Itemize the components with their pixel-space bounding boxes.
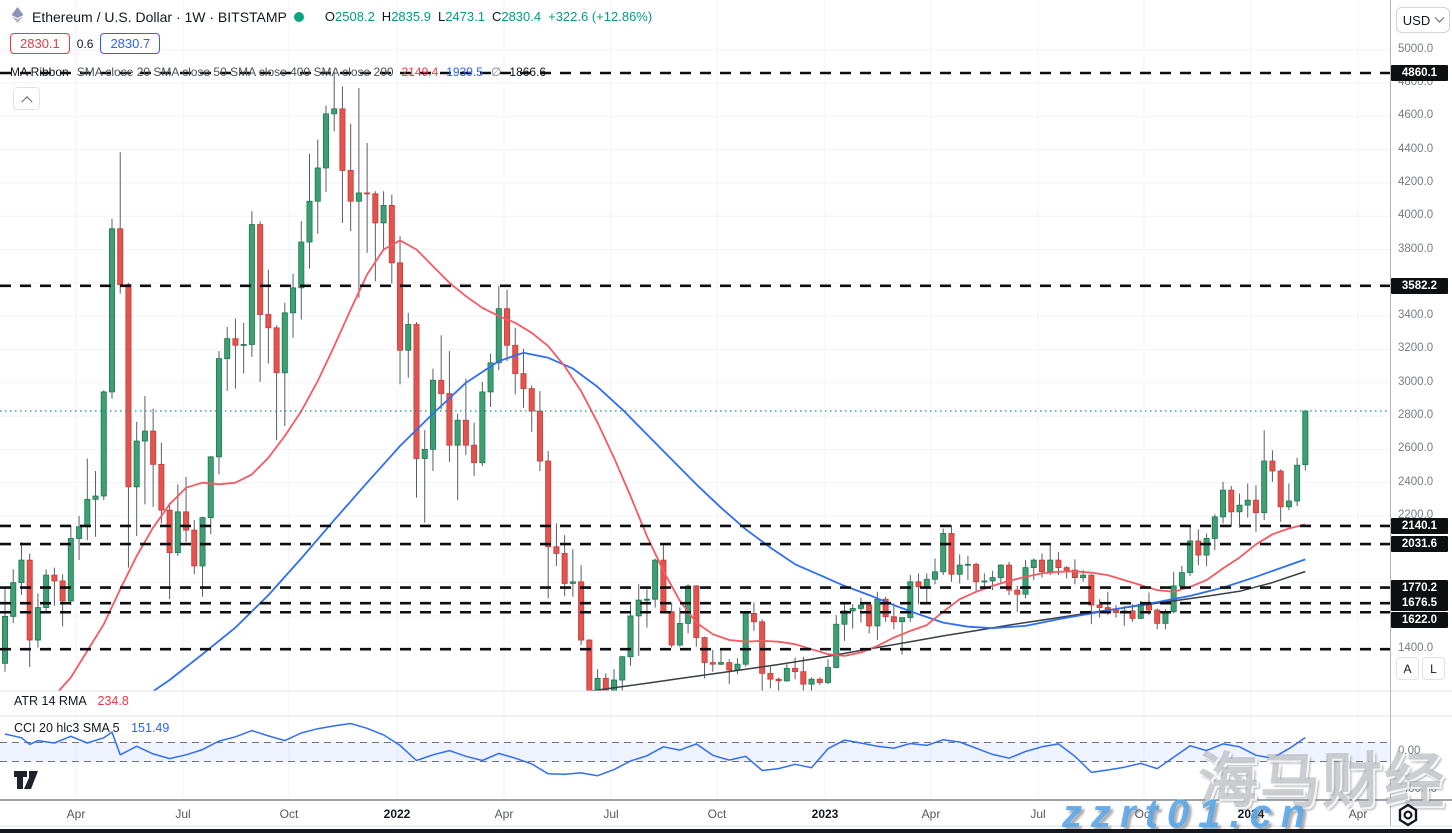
log-scale-button[interactable]: L	[1422, 657, 1445, 680]
price-tick: 4000.0	[1398, 209, 1434, 222]
chevron-up-icon	[20, 95, 33, 107]
cci-indicator-legend[interactable]: CCI 20 hlc3 SMA 5 151.49	[14, 721, 169, 735]
time-label: Apr	[66, 807, 86, 821]
time-label: Apr	[921, 807, 941, 821]
ma-ribbon-params: SMA close 20 SMA close 50 SMA close 400 …	[76, 65, 394, 79]
ohlc-readout: O2508.2 H2835.9 L2473.1 C2830.4 +322.6 (…	[325, 9, 652, 24]
price-tick: 3200.0	[1398, 342, 1434, 355]
tradingview-logo[interactable]	[13, 770, 45, 795]
time-label-year: 2024	[1237, 807, 1265, 821]
price-tick: 3000.0	[1398, 375, 1434, 388]
time-label: Oct	[1134, 807, 1154, 821]
ethereum-icon	[10, 7, 25, 26]
sma20-value: 2149.4	[401, 65, 439, 79]
time-axis[interactable]: Apr Jul Oct 2022 Apr Jul Oct 2023 Apr Jul Oct 2024 A…	[0, 800, 1452, 829]
auto-scale-button[interactable]: A	[1396, 657, 1419, 680]
open-label: O	[324, 9, 336, 24]
spread-value: 0.6	[76, 36, 94, 51]
price-tick: 2200.0	[1398, 508, 1434, 521]
time-label-year: 2023	[811, 807, 839, 821]
price-tick: 4400.0	[1398, 142, 1434, 155]
symbol-title[interactable]: Ethereum / U.S. Dollar · 1W · BITSTAMP	[32, 8, 287, 25]
low-value: 2473.1	[445, 9, 485, 24]
sma200-line	[586, 570, 1306, 691]
sma400-value: ∅	[490, 65, 502, 79]
symbol-legend: Ethereum / U.S. Dollar · 1W · BITSTAMP O…	[10, 7, 652, 26]
price-tick: 3400.0	[1398, 309, 1434, 322]
time-label: Jul	[603, 807, 619, 821]
chevron-down-icon	[1434, 12, 1445, 23]
currency-selector-button[interactable]: USD	[1396, 7, 1450, 33]
sma20-line	[57, 239, 1306, 691]
price-level-label: 3582.2	[1391, 278, 1448, 294]
time-label: Oct	[279, 807, 299, 821]
bottom-bar	[0, 829, 1452, 833]
ma-ribbon-title: MA Ribbon	[10, 65, 69, 79]
candlestick-series	[2, 71, 1309, 691]
price-tick: 2600.0	[1398, 442, 1434, 455]
time-label: Apr	[1348, 807, 1368, 821]
cci-label-text: CCI 20 hlc3 SMA 5	[14, 721, 120, 735]
open-value: 2508.2	[335, 9, 375, 24]
time-label: Jul	[175, 807, 191, 821]
price-tick: 4200.0	[1398, 175, 1434, 188]
price-tick: 2400.0	[1398, 475, 1434, 488]
sma50-line	[151, 351, 1306, 691]
horizontal-level-lines[interactable]	[0, 71, 1390, 651]
price-tick: 1400.0	[1398, 642, 1434, 655]
price-level-label: 1770.2	[1391, 580, 1448, 596]
cci-axis-tick: -400.00	[1398, 783, 1438, 795]
atr-label-text: ATR 14 RMA	[14, 694, 87, 708]
close-value: 2830.4	[501, 9, 542, 24]
sell-price-button[interactable]: 2830.1	[10, 33, 70, 54]
close-label: C	[491, 9, 502, 24]
gear-icon[interactable]	[1396, 803, 1422, 827]
price-level-label: 4860.1	[1391, 65, 1448, 81]
high-label: H	[381, 9, 392, 24]
currency-label: USD	[1402, 12, 1431, 28]
price-level-label: 2031.6	[1391, 536, 1448, 552]
cci-value: 151.49	[131, 721, 170, 735]
cci-axis-tick: 0.00	[1398, 745, 1421, 757]
time-label: Apr	[494, 807, 514, 821]
low-label: L	[437, 9, 446, 24]
time-label: Jul	[1030, 807, 1046, 821]
ma-ribbon-legend[interactable]: MA Ribbon SMA close 20 SMA close 50 SMA …	[10, 65, 546, 79]
price-tick: 2800.0	[1398, 409, 1434, 422]
buy-price-button[interactable]: 2830.7	[100, 33, 161, 54]
sma200-value: 1866.6	[509, 65, 547, 79]
collapse-legend-button[interactable]	[13, 87, 40, 110]
change-value: +322.6 (+12.86%)	[548, 9, 653, 24]
market-status-dot[interactable]	[293, 11, 304, 22]
atr-value: 234.8	[97, 694, 129, 708]
price-axis[interactable]: 5000.0 4800.0 4600.0 4400.0 4200.0 4000.0 3800…	[1390, 0, 1452, 833]
atr-indicator-legend[interactable]: ATR 14 RMA 234.8	[14, 694, 129, 708]
gridlines	[0, 0, 1390, 800]
high-value: 2835.9	[391, 9, 431, 24]
sma50-value: 1939.5	[446, 65, 483, 79]
bid-ask-row: 2830.1 0.6 2830.7	[10, 33, 161, 54]
price-level-label: 2140.1	[1391, 518, 1448, 534]
price-level-label: 1622.0	[1391, 612, 1448, 628]
cci-pane	[0, 722, 1390, 777]
price-tick: 4600.0	[1398, 109, 1434, 122]
price-level-label: 1676.5	[1391, 595, 1448, 611]
cci-line	[4, 722, 1306, 777]
price-tick: 3800.0	[1398, 242, 1434, 255]
time-label-year: 2022	[383, 807, 411, 821]
time-label: Oct	[707, 807, 727, 821]
price-tick: 5000.0	[1398, 42, 1434, 55]
